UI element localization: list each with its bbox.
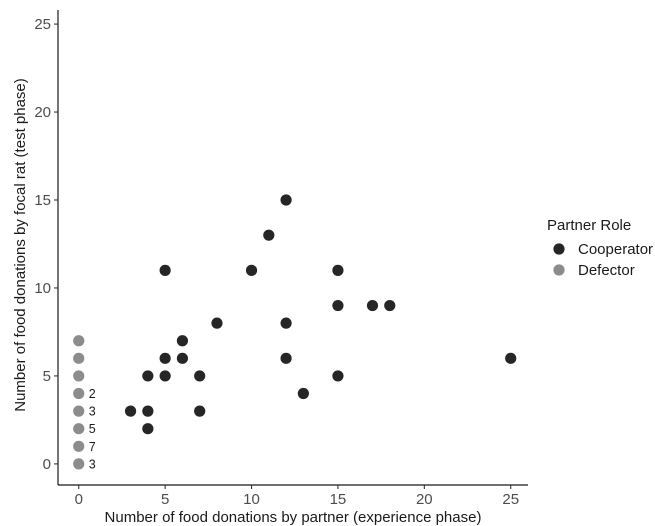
defector-point xyxy=(73,335,85,347)
count-label: 7 xyxy=(89,440,96,454)
y-tick-label: 10 xyxy=(34,280,51,297)
cooperator-point xyxy=(332,264,344,276)
y-axis-title: Number of food donations by focal rat (t… xyxy=(12,78,29,412)
cooperator-point xyxy=(176,352,189,364)
x-tick-label: 25 xyxy=(502,491,519,508)
count-label: 2 xyxy=(89,387,96,401)
count-label: 5 xyxy=(89,422,96,436)
y-tick-label: 15 xyxy=(34,192,51,209)
cooperator-point xyxy=(297,387,309,400)
defector-point xyxy=(73,352,85,364)
x-tick-label: 5 xyxy=(161,491,169,508)
cooperator-point xyxy=(142,423,154,435)
cooperator-point xyxy=(263,229,275,241)
cooperator-point xyxy=(332,299,344,312)
defector-point xyxy=(73,440,85,452)
cooperator-point xyxy=(280,194,292,206)
cooperator-point xyxy=(505,352,517,364)
cooperator-point xyxy=(142,370,154,382)
count-label: 3 xyxy=(89,457,96,471)
cooperator-point xyxy=(366,299,379,312)
cooperator-point xyxy=(211,317,223,329)
cooperator-point xyxy=(124,405,137,417)
legend-title: Partner Role xyxy=(547,217,631,234)
legend-label-cooperator: Cooperator xyxy=(578,241,653,258)
x-axis: 0 5 10 15 20 25 xyxy=(58,484,528,508)
defector-point xyxy=(73,423,85,435)
defector-point xyxy=(73,405,85,417)
defector-point xyxy=(73,458,85,470)
cooperator-point xyxy=(384,299,396,312)
x-axis-title: Number of food donations by partner (exp… xyxy=(105,509,482,526)
legend: Partner Role Cooperator Defector xyxy=(547,217,653,279)
cooperator-point xyxy=(194,405,206,417)
y-axis: 0 5 10 15 20 25 xyxy=(34,10,59,485)
count-label: 3 xyxy=(89,405,96,419)
cooperator-point xyxy=(332,370,344,382)
cooperator-point xyxy=(176,335,189,347)
x-tick-label: 10 xyxy=(243,491,260,508)
legend-label-defector: Defector xyxy=(578,262,635,279)
defector-point xyxy=(73,387,85,400)
cooperator-point xyxy=(142,405,154,417)
legend-key-defector xyxy=(553,264,565,276)
x-tick-label: 0 xyxy=(75,491,83,508)
cooperator-point xyxy=(245,264,258,276)
y-tick-label: 25 xyxy=(34,16,51,33)
x-tick-label: 15 xyxy=(330,491,347,508)
cooperator-point xyxy=(159,264,171,276)
x-tick-label: 20 xyxy=(416,491,433,508)
cooperator-point xyxy=(280,317,292,329)
cooperator-point xyxy=(159,370,171,382)
plot-area: 2 3 5 7 3 xyxy=(73,194,517,471)
cooperator-point xyxy=(280,352,292,364)
y-tick-label: 20 xyxy=(34,104,51,121)
defector-point xyxy=(73,370,85,382)
cooperator-point xyxy=(194,370,206,382)
legend-key-cooperator xyxy=(553,243,565,255)
cooperator-point xyxy=(159,352,171,364)
y-tick-label: 0 xyxy=(43,456,51,473)
y-tick-label: 5 xyxy=(43,368,51,385)
